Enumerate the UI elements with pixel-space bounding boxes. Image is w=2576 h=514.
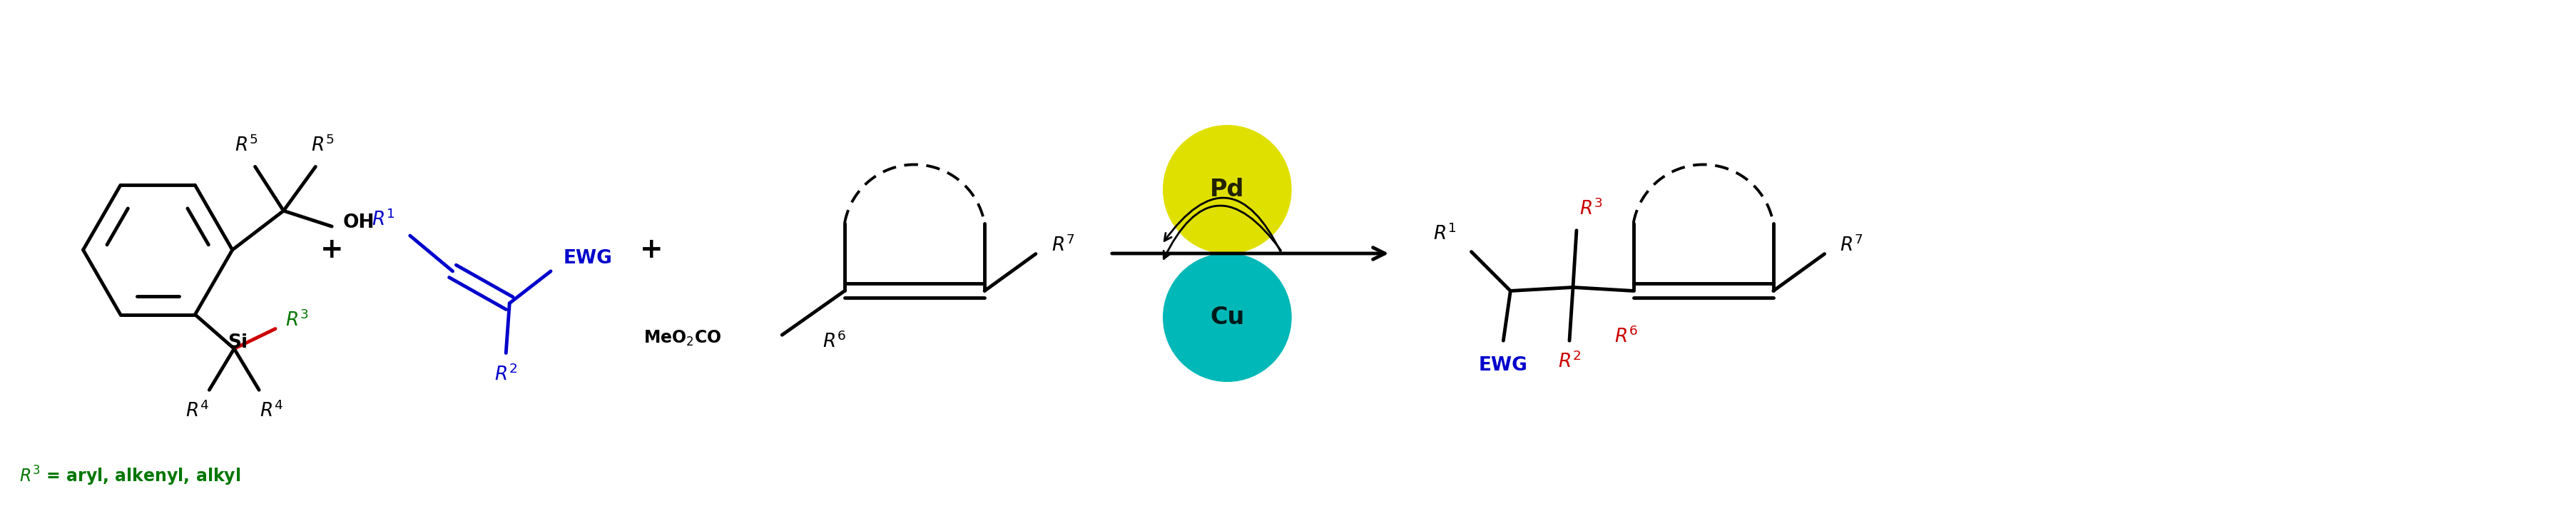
Circle shape bbox=[1162, 125, 1291, 253]
Text: $R^5$: $R^5$ bbox=[234, 135, 258, 156]
Text: Si: Si bbox=[227, 334, 247, 352]
Text: Cu: Cu bbox=[1211, 306, 1244, 329]
Text: EWG: EWG bbox=[1479, 356, 1528, 375]
Text: $R^3$: $R^3$ bbox=[286, 310, 309, 331]
Text: OH: OH bbox=[343, 214, 374, 232]
Text: EWG: EWG bbox=[564, 249, 613, 268]
Text: $R^2$: $R^2$ bbox=[495, 364, 518, 384]
Text: $R^4$: $R^4$ bbox=[260, 401, 283, 421]
Circle shape bbox=[1162, 253, 1291, 381]
Text: $R^6$: $R^6$ bbox=[1615, 327, 1638, 347]
Text: Pd: Pd bbox=[1211, 178, 1244, 201]
Text: $R^7$: $R^7$ bbox=[1051, 235, 1074, 255]
Text: $R^2$: $R^2$ bbox=[1558, 352, 1582, 372]
Text: +: + bbox=[639, 236, 662, 264]
Text: MeO$_2$CO: MeO$_2$CO bbox=[644, 329, 721, 348]
Text: $R^3$ = aryl, alkenyl, alkyl: $R^3$ = aryl, alkenyl, alkyl bbox=[18, 465, 240, 487]
Text: $R^5$: $R^5$ bbox=[312, 135, 335, 156]
Text: $R^1$: $R^1$ bbox=[371, 210, 394, 230]
Text: $R^6$: $R^6$ bbox=[822, 332, 845, 352]
Text: $R^7$: $R^7$ bbox=[1839, 235, 1862, 255]
Text: $R^3$: $R^3$ bbox=[1579, 199, 1602, 219]
Text: $R^1$: $R^1$ bbox=[1432, 224, 1455, 244]
Text: +: + bbox=[319, 236, 343, 264]
Text: $R^4$: $R^4$ bbox=[185, 401, 209, 421]
